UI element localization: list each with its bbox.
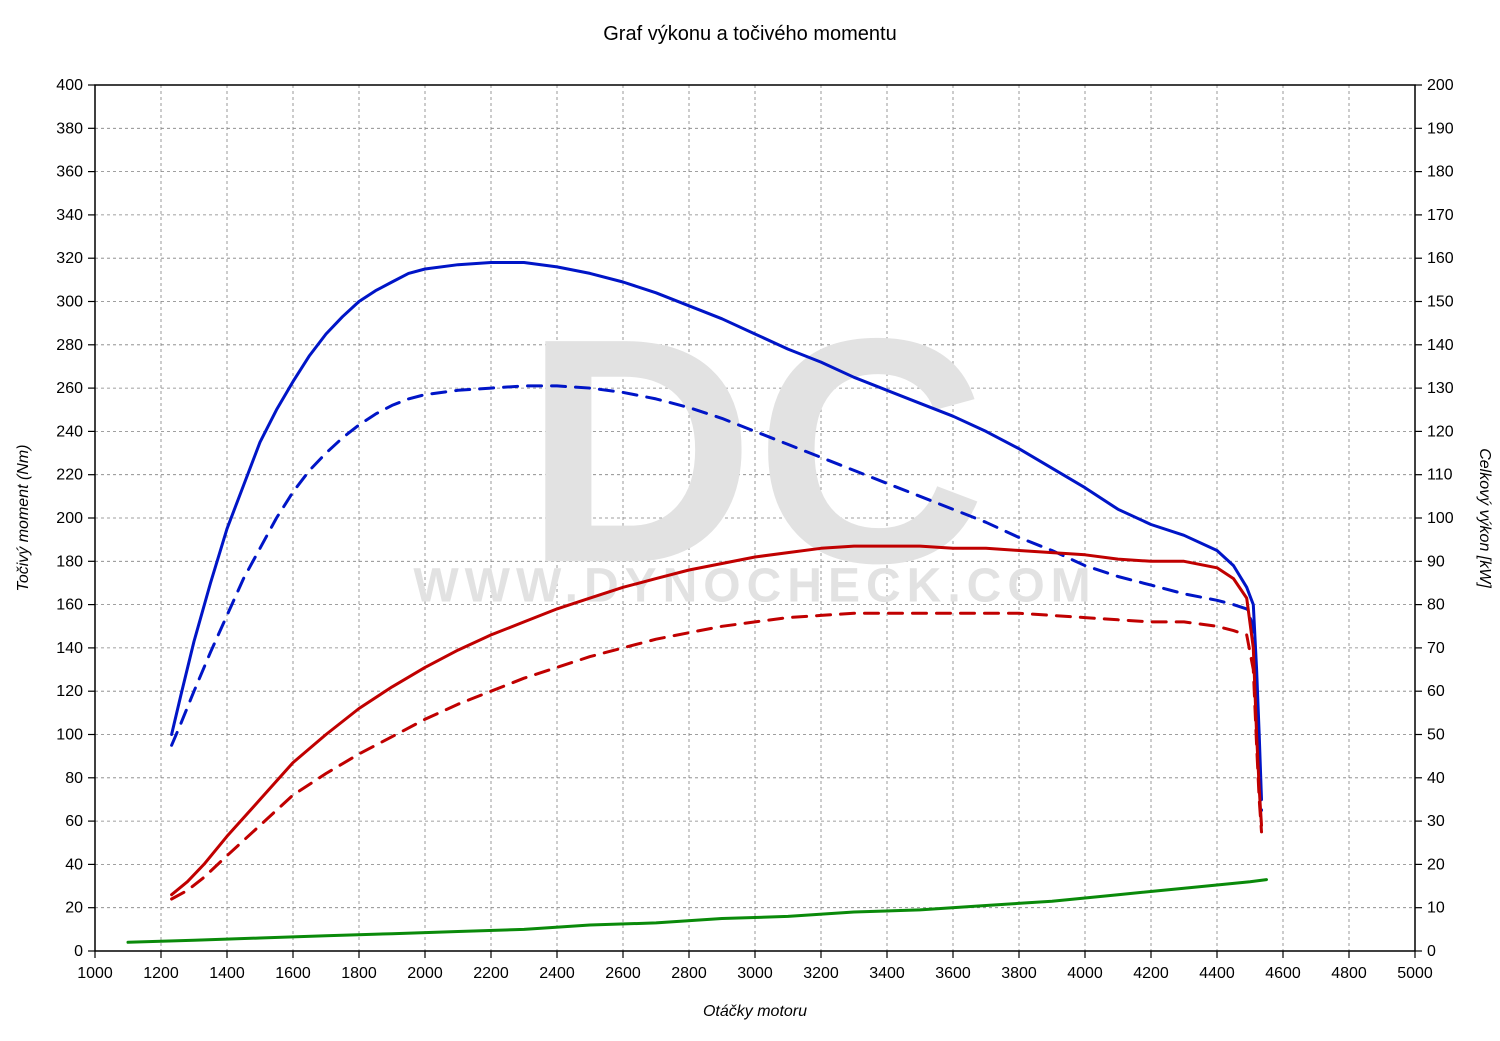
y-left-tick-label: 180 <box>56 553 83 570</box>
y-left-tick-label: 380 <box>56 120 83 137</box>
y-left-tick-label: 260 <box>56 380 83 397</box>
x-tick-label: 2000 <box>407 965 443 982</box>
y-right-tick-label: 170 <box>1427 207 1454 224</box>
y-left-tick-label: 60 <box>65 813 83 830</box>
y-right-tick-label: 50 <box>1427 727 1445 744</box>
y-left-tick-label: 100 <box>56 727 83 744</box>
y-left-tick-label: 400 <box>56 77 83 94</box>
chart-container: Graf výkonu a točivého momentu1000120014… <box>0 0 1500 1041</box>
y-right-axis-label: Celkový výkon [kW] <box>1476 448 1493 588</box>
y-right-tick-label: 30 <box>1427 813 1445 830</box>
y-left-tick-label: 40 <box>65 856 83 873</box>
y-left-tick-label: 360 <box>56 164 83 181</box>
x-tick-label: 4000 <box>1067 965 1103 982</box>
y-right-tick-label: 90 <box>1427 553 1445 570</box>
y-right-tick-label: 120 <box>1427 423 1454 440</box>
x-tick-label: 1200 <box>143 965 179 982</box>
y-left-tick-label: 120 <box>56 683 83 700</box>
y-left-tick-label: 20 <box>65 900 83 917</box>
x-tick-label: 2400 <box>539 965 575 982</box>
chart-title: Graf výkonu a točivého momentu <box>603 23 896 45</box>
y-right-tick-label: 190 <box>1427 120 1454 137</box>
x-tick-label: 5000 <box>1397 965 1433 982</box>
y-right-tick-label: 200 <box>1427 77 1454 94</box>
y-right-tick-label: 180 <box>1427 164 1454 181</box>
y-left-tick-label: 280 <box>56 337 83 354</box>
y-right-tick-label: 10 <box>1427 900 1445 917</box>
x-tick-label: 4400 <box>1199 965 1235 982</box>
y-right-tick-label: 20 <box>1427 856 1445 873</box>
y-left-tick-label: 140 <box>56 640 83 657</box>
y-right-tick-label: 140 <box>1427 337 1454 354</box>
x-tick-label: 3200 <box>803 965 839 982</box>
y-right-tick-label: 0 <box>1427 943 1436 960</box>
y-left-tick-label: 200 <box>56 510 83 527</box>
x-tick-label: 4200 <box>1133 965 1169 982</box>
x-tick-label: 2600 <box>605 965 641 982</box>
y-left-tick-label: 300 <box>56 294 83 311</box>
x-tick-label: 3800 <box>1001 965 1037 982</box>
y-left-tick-label: 160 <box>56 597 83 614</box>
y-right-tick-label: 110 <box>1427 467 1453 484</box>
x-tick-label: 1000 <box>77 965 113 982</box>
y-right-tick-label: 40 <box>1427 770 1445 787</box>
x-axis-label: Otáčky motoru <box>703 1003 807 1020</box>
y-left-axis-label: Točivý moment (Nm) <box>15 445 32 592</box>
y-right-tick-label: 100 <box>1427 510 1454 527</box>
x-tick-label: 1800 <box>341 965 377 982</box>
y-left-tick-label: 240 <box>56 423 83 440</box>
watermark-url: WWW.DYNOCHECK.COM <box>413 559 1096 612</box>
x-tick-label: 3000 <box>737 965 773 982</box>
x-tick-label: 4600 <box>1265 965 1301 982</box>
y-right-tick-label: 70 <box>1427 640 1445 657</box>
dyno-chart: Graf výkonu a točivého momentu1000120014… <box>0 0 1500 1041</box>
y-right-tick-label: 150 <box>1427 294 1454 311</box>
y-right-tick-label: 60 <box>1427 683 1445 700</box>
x-tick-label: 3600 <box>935 965 971 982</box>
x-tick-label: 2200 <box>473 965 509 982</box>
y-right-tick-label: 130 <box>1427 380 1454 397</box>
y-left-tick-label: 0 <box>74 943 83 960</box>
x-tick-label: 2800 <box>671 965 707 982</box>
x-tick-label: 4800 <box>1331 965 1367 982</box>
y-right-tick-label: 80 <box>1427 597 1445 614</box>
x-tick-label: 1600 <box>275 965 311 982</box>
y-left-tick-label: 320 <box>56 250 83 267</box>
y-left-tick-label: 340 <box>56 207 83 224</box>
x-tick-label: 3400 <box>869 965 905 982</box>
y-left-tick-label: 80 <box>65 770 83 787</box>
y-right-tick-label: 160 <box>1427 250 1454 267</box>
x-tick-label: 1400 <box>209 965 245 982</box>
y-left-tick-label: 220 <box>56 467 83 484</box>
